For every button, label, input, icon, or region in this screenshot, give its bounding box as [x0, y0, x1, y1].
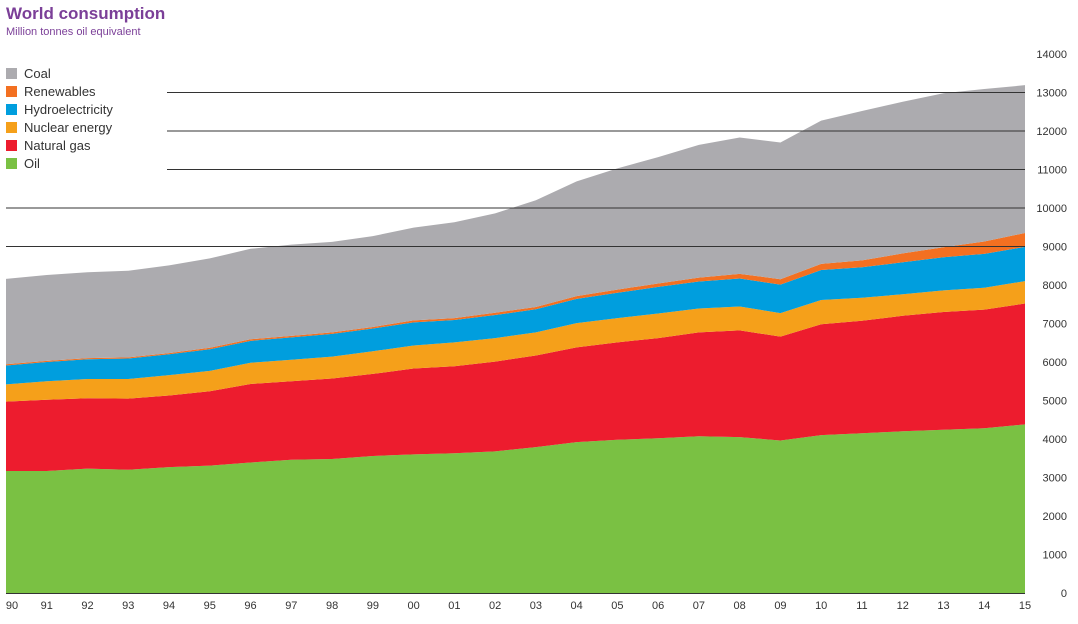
legend-item-hydroelectricity: Hydroelectricity [6, 100, 113, 118]
chart-subtitle: Million tonnes oil equivalent [6, 26, 141, 38]
y-tick-label: 12000 [1036, 126, 1067, 138]
legend-swatch-coal [6, 67, 17, 79]
x-tick-label: 07 [693, 600, 705, 612]
y-tick-label: 11000 [1037, 165, 1067, 177]
legend-label-renewables: Renewables [24, 83, 96, 99]
y-tick-label: 6000 [1043, 357, 1067, 369]
legend-swatch-natural-gas [6, 139, 17, 151]
y-tick-label: 1000 [1043, 550, 1067, 562]
legend-label-natural-gas: Natural gas [24, 137, 91, 153]
x-tick-label: 08 [734, 600, 746, 612]
y-tick-label: 8000 [1043, 280, 1067, 292]
x-axis: 90 91 92 93 94 95 96 97 98 99 00 01 02 03 04 05 06 07 08 09… [6, 600, 1031, 612]
y-tick-label: 9000 [1043, 242, 1067, 254]
x-tick-label: 03 [530, 600, 542, 612]
x-tick-label: 96 [244, 600, 256, 612]
legend-item-nuclear: Nuclear energy [6, 118, 113, 136]
x-tick-label: 06 [652, 600, 664, 612]
x-tick-label: 09 [774, 600, 786, 612]
y-tick-label: 7000 [1043, 319, 1067, 331]
x-tick-label: 01 [448, 600, 460, 612]
x-tick-label: 11 [856, 600, 867, 612]
legend-item-coal: Coal [6, 64, 113, 82]
x-tick-label: 98 [326, 600, 338, 612]
x-tick-label: 94 [163, 600, 175, 612]
x-tick-label: 91 [41, 600, 53, 612]
y-tick-label: 2000 [1043, 511, 1067, 523]
y-tick-label: 10000 [1036, 203, 1067, 215]
gridline-layer [6, 92, 1025, 594]
chart-title: World consumption [6, 4, 166, 23]
legend-label-hydroelectricity: Hydroelectricity [24, 101, 113, 117]
legend-item-oil: Oil [6, 154, 113, 172]
x-tick-label: 13 [937, 600, 949, 612]
area-hydroelectricity [6, 246, 1025, 385]
x-tick-label: 12 [897, 600, 909, 612]
y-tick-label: 4000 [1043, 434, 1067, 446]
legend-label-nuclear: Nuclear energy [24, 119, 113, 135]
legend-item-natural-gas: Natural gas [6, 136, 113, 154]
y-tick-label: 5000 [1043, 396, 1067, 408]
area-oil [6, 424, 1025, 593]
legend-swatch-hydroelectricity [6, 103, 17, 115]
x-tick-label: 93 [122, 600, 134, 612]
legend-swatch-oil [6, 157, 17, 169]
x-tick-label: 90 [6, 600, 18, 612]
legend-label-coal: Coal [24, 65, 51, 81]
legend-label-oil: Oil [24, 155, 40, 171]
x-tick-label: 99 [367, 600, 379, 612]
x-tick-label: 95 [204, 600, 216, 612]
legend-swatch-renewables [6, 85, 17, 97]
x-tick-label: 05 [611, 600, 623, 612]
y-axis: 0 1000 2000 3000 4000 5000 6000 7000 8000 9000 100… [1036, 49, 1067, 600]
legend-item-renewables: Renewables [6, 82, 113, 100]
x-tick-label: 15 [1019, 600, 1031, 612]
legend-swatch-nuclear [6, 121, 17, 133]
x-tick-label: 10 [815, 600, 827, 612]
area-natural-gas [6, 303, 1025, 471]
area-layer [6, 85, 1025, 593]
x-tick-label: 02 [489, 600, 501, 612]
area-nuclear-energy [6, 281, 1025, 402]
y-tick-label: 13000 [1036, 88, 1067, 100]
x-tick-label: 00 [407, 600, 419, 612]
y-tick-label: 3000 [1043, 473, 1067, 485]
x-tick-label: 92 [81, 600, 93, 612]
area-coal [6, 85, 1025, 365]
x-tick-label: 04 [571, 600, 583, 612]
legend: Coal Renewables Hydroelectricity Nuclear… [6, 64, 113, 172]
y-tick-label: 0 [1061, 588, 1067, 600]
x-tick-label: 14 [978, 600, 990, 612]
y-tick-label: 14000 [1036, 49, 1067, 61]
x-tick-label: 97 [285, 600, 297, 612]
